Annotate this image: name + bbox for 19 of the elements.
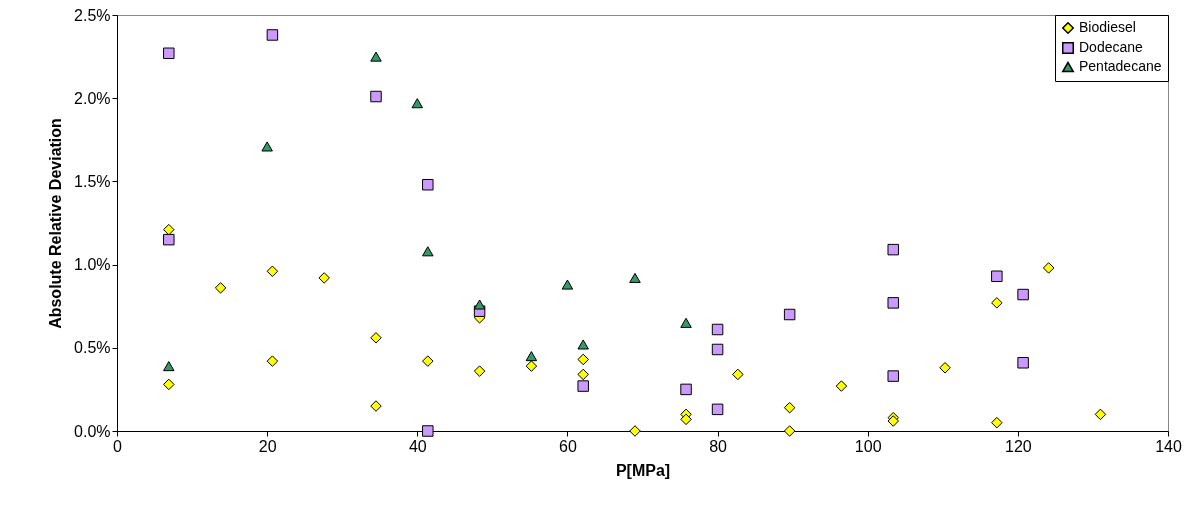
y-tick-label: 2.0% — [74, 89, 111, 107]
x-tick-label: 0 — [113, 437, 123, 455]
x-tick-label: 60 — [559, 437, 577, 455]
x-tick-label: 20 — [258, 437, 277, 455]
legend-label: Pentadecane — [1079, 58, 1162, 74]
y-tick-label: 0.5% — [74, 339, 111, 357]
legend-label: Dodecane — [1079, 39, 1144, 55]
x-tick-label: 100 — [854, 437, 882, 455]
y-axis-title: Absolute Relative Deviation — [47, 118, 65, 329]
y-tick-label: 1.0% — [74, 256, 111, 274]
x-tick-label: 140 — [1155, 437, 1182, 455]
y-tick-label: 0.0% — [74, 422, 111, 440]
x-tick-label: 120 — [1005, 437, 1032, 455]
y-tick-label: 2.5% — [74, 6, 111, 24]
x-tick-label: 40 — [408, 437, 427, 455]
legend-label: Biodiesel — [1079, 19, 1136, 35]
x-axis-title: P[MPa] — [615, 461, 671, 479]
y-tick-label: 1.5% — [74, 172, 111, 190]
x-tick-label: 80 — [709, 437, 728, 455]
